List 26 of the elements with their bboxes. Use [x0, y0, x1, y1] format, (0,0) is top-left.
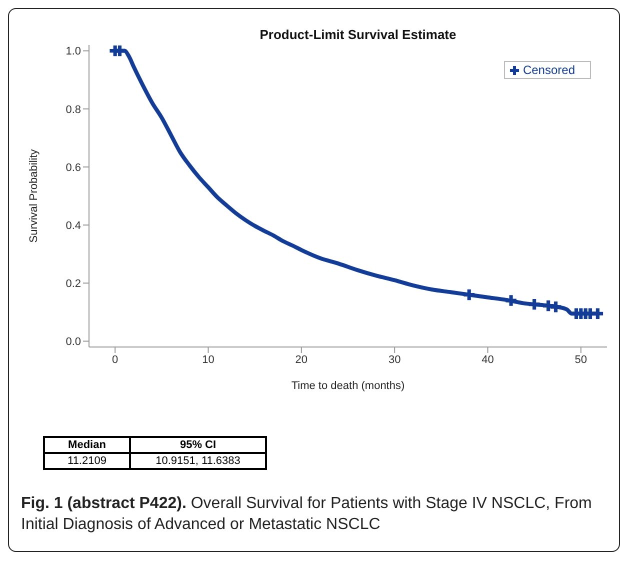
x-tick-label: 30: [388, 354, 401, 366]
text: 95% CI: [130, 437, 266, 453]
x-tick-label: 20: [295, 354, 308, 366]
text: Median: [44, 437, 130, 453]
x-tick-label: 50: [574, 354, 588, 366]
point: [528, 298, 540, 310]
x-tick-label: 10: [202, 354, 214, 366]
y-axis-title: Survival Probability: [28, 148, 40, 243]
text: 10.9151, 11.6383: [130, 453, 266, 469]
point: [506, 295, 516, 306]
y-tick-label: 0.4: [66, 220, 81, 232]
point: [464, 289, 474, 300]
legend-label: Censored: [522, 63, 575, 77]
chart-title: Product-Limit Survival Estimate: [258, 27, 458, 42]
y-tick-label: 0.8: [66, 104, 81, 116]
point: [592, 308, 604, 319]
y-tick-label: 0.0: [66, 336, 81, 348]
x-tick-label: 40: [482, 354, 494, 366]
y-tick-label: 0.2: [66, 278, 81, 290]
x-tick-label: 0: [112, 354, 118, 366]
y-tick-label: 1.0: [66, 46, 81, 58]
y-tick-label: 0.6: [66, 162, 81, 174]
point: [550, 302, 562, 312]
caption: Fig. 1 (abstract P422).: [21, 495, 186, 512]
text: 11.2109: [44, 453, 130, 469]
x-axis-title: Time to death (months): [291, 380, 405, 392]
